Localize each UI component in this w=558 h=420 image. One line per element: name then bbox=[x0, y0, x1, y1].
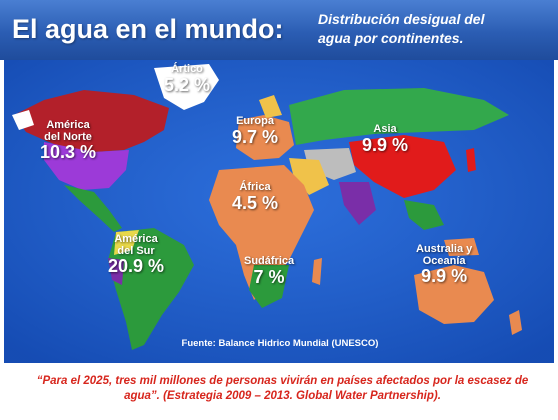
header-bar: El agua en el mundo: Distribución desigu… bbox=[0, 0, 558, 60]
page-title: El agua en el mundo: bbox=[12, 14, 284, 44]
world-map-graphic bbox=[4, 60, 554, 363]
subtitle-line-2: agua por continentes. bbox=[318, 30, 464, 46]
europe bbox=[236, 115, 294, 160]
africa bbox=[209, 165, 314, 300]
label-europa-name: Europa bbox=[236, 115, 274, 127]
north-america-canada bbox=[14, 90, 169, 152]
india bbox=[339, 182, 376, 225]
scandinavia bbox=[259, 95, 282, 118]
label-sudafrica-name: Sudáfrica bbox=[244, 255, 295, 267]
japan bbox=[466, 148, 476, 172]
label-africa: África 4.5 % bbox=[232, 181, 279, 213]
label-oceania-value: 9.9 % bbox=[421, 266, 468, 287]
middle-east bbox=[289, 158, 329, 195]
label-south-america-name-2: del Sur bbox=[117, 244, 155, 257]
new-zealand bbox=[509, 310, 522, 335]
label-artico-name: Ártico bbox=[171, 63, 203, 75]
mexico bbox=[64, 185, 122, 232]
label-south-america-value: 20.9 % bbox=[108, 256, 165, 277]
australia bbox=[414, 265, 494, 324]
quote-text: “Para el 2025, tres mil millones de pers… bbox=[36, 375, 529, 402]
alaska bbox=[12, 110, 34, 130]
label-artico: Ártico 5.2 % bbox=[164, 63, 211, 95]
subtitle-line-1: Distribución desigual del bbox=[318, 11, 485, 27]
usa bbox=[44, 142, 129, 190]
label-north-america: América del Norte 10.3 % bbox=[40, 119, 97, 163]
label-africa-name: África bbox=[239, 181, 271, 193]
label-oceania-name-1: Australia y bbox=[416, 243, 473, 255]
label-north-america-name-2: del Norte bbox=[44, 130, 92, 143]
label-south-america-name-1: América bbox=[114, 233, 158, 245]
label-north-america-value: 10.3 % bbox=[40, 142, 97, 163]
indonesia bbox=[444, 238, 479, 256]
southeast-asia bbox=[404, 200, 444, 230]
label-europa: Europa 9.7 % bbox=[232, 115, 279, 147]
label-europa-value: 9.7 % bbox=[232, 126, 279, 147]
label-sudafrica: Sudáfrica 7 % bbox=[244, 255, 295, 287]
label-asia: Asia 9.9 % bbox=[362, 123, 409, 155]
label-south-america: América del Sur 20.9 % bbox=[108, 233, 165, 277]
peru bbox=[108, 258, 124, 285]
greenland bbox=[154, 64, 219, 110]
russia bbox=[289, 88, 509, 145]
madagascar bbox=[312, 258, 322, 285]
label-artico-value: 5.2 % bbox=[164, 74, 211, 95]
label-sudafrica-value: 7 % bbox=[253, 266, 285, 287]
label-oceania-name-2: Oceanía bbox=[422, 254, 466, 267]
label-africa-value: 4.5 % bbox=[232, 192, 279, 213]
venezuela bbox=[114, 230, 139, 255]
label-oceania: Australia y Oceanía 9.9 % bbox=[416, 243, 473, 287]
source-caption: Fuente: Balance Hidrico Mundial (UNESCO) bbox=[181, 338, 379, 349]
label-north-america-name-1: América bbox=[46, 119, 90, 131]
southern-africa bbox=[249, 265, 289, 308]
china bbox=[349, 135, 456, 198]
label-asia-name: Asia bbox=[373, 123, 397, 135]
page-subtitle: Distribución desigual del agua por conti… bbox=[318, 10, 550, 48]
label-asia-value: 9.9 % bbox=[362, 134, 409, 155]
south-america bbox=[108, 228, 194, 350]
world-map: Ártico 5.2 % América del Norte 10.3 % Eu… bbox=[4, 60, 554, 363]
